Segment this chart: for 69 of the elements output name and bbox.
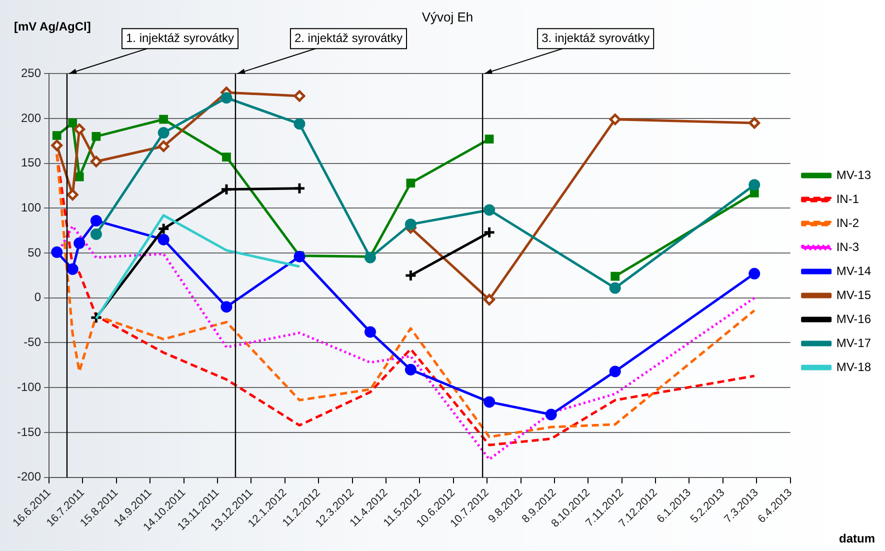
point — [610, 272, 620, 281]
legend-label: MV-14 — [836, 264, 872, 278]
point — [51, 246, 63, 258]
point — [484, 396, 496, 408]
point — [90, 156, 102, 168]
x-axis-title: datum — [839, 531, 875, 546]
point — [220, 183, 233, 196]
ref-line-label: 3. injektáž syrovátky — [542, 30, 650, 45]
point — [90, 228, 102, 240]
point — [748, 117, 760, 129]
point — [545, 408, 557, 420]
point — [293, 182, 306, 195]
point — [484, 204, 496, 216]
point — [748, 268, 760, 280]
y-tick-label: -100 — [16, 380, 42, 394]
y-tick-label: -200 — [16, 470, 42, 484]
ref-line-label: 2. injektáž syrovátky — [294, 30, 403, 45]
point — [220, 92, 232, 104]
legend-label: IN-2 — [836, 216, 860, 230]
legend-label: MV-17 — [836, 336, 872, 350]
point — [157, 222, 170, 236]
point — [609, 114, 621, 126]
point — [220, 301, 232, 313]
point — [68, 118, 78, 128]
y-tick-label: 150 — [20, 156, 42, 170]
point — [66, 263, 78, 275]
point — [404, 218, 416, 230]
point — [52, 131, 62, 140]
point — [750, 188, 759, 198]
point — [51, 140, 63, 152]
legend-label: IN-3 — [836, 240, 860, 254]
y-tick-label: -150 — [16, 424, 42, 439]
y-tick-label: 0 — [34, 290, 42, 304]
y-tick-label: 50 — [28, 245, 42, 260]
ref-line-label: 1. injektáž syrovátky — [126, 30, 234, 45]
point — [74, 172, 84, 182]
y-tick-label: 200 — [20, 110, 42, 125]
point — [66, 188, 78, 200]
point — [74, 123, 86, 135]
y-tick-label: 250 — [20, 66, 42, 80]
point — [404, 269, 417, 282]
point — [484, 134, 494, 144]
point — [222, 152, 231, 162]
point — [74, 237, 86, 249]
legend-label: MV-13 — [836, 168, 872, 182]
point — [364, 326, 376, 338]
point — [609, 282, 621, 294]
point — [158, 234, 170, 246]
legend-label: MV-16 — [836, 312, 872, 326]
y-axis-title: [mV Ag/AgCl] — [14, 19, 91, 34]
y-tick-label: 100 — [20, 200, 42, 214]
point — [484, 294, 496, 306]
legend-label: MV-18 — [836, 360, 872, 374]
point — [92, 132, 101, 141]
point — [294, 90, 306, 102]
y-tick-label: -50 — [24, 335, 42, 350]
point — [609, 366, 621, 378]
point — [90, 214, 102, 226]
point — [158, 140, 170, 152]
legend-label: IN-1 — [836, 192, 860, 206]
point — [748, 179, 760, 191]
point — [294, 118, 306, 130]
point — [404, 364, 416, 376]
point — [406, 178, 416, 188]
point — [483, 226, 496, 239]
point — [159, 114, 168, 124]
chart-title: Vývoj Eh — [422, 9, 474, 24]
point — [158, 127, 170, 139]
legend-label: MV-15 — [836, 288, 872, 302]
